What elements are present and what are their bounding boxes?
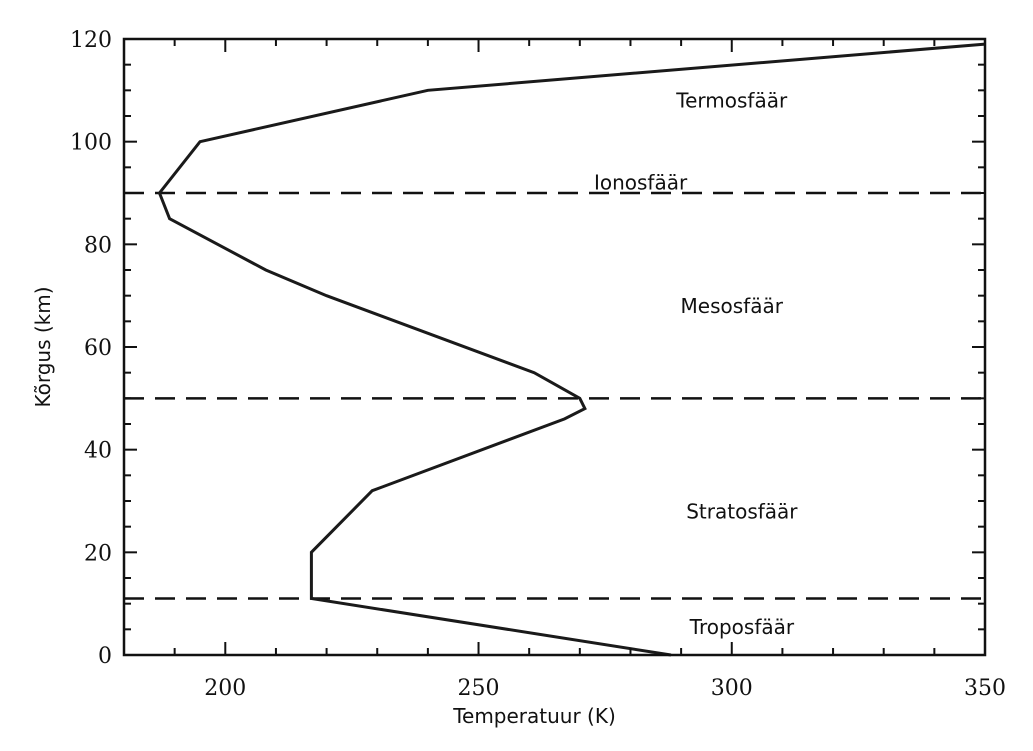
y-tick-label: 20 xyxy=(84,541,112,566)
y-axis-title: Kõrgus (km) xyxy=(31,286,55,407)
layer-label-3: Stratosfäär xyxy=(686,499,798,523)
plot-frame xyxy=(122,37,987,657)
y-tick-label: 40 xyxy=(84,439,112,464)
x-tick-label: 350 xyxy=(964,676,1006,701)
layer-label-2: Mesosfäär xyxy=(681,294,784,318)
y-tick-label: 60 xyxy=(84,336,112,361)
temperature-line-0 xyxy=(157,42,986,657)
y-tick-label: 120 xyxy=(70,28,112,53)
layer-label-0: Termosfäär xyxy=(675,89,788,113)
y-tick-label: 0 xyxy=(98,644,112,669)
x-axis-title: Temperatuur (K) xyxy=(452,704,616,728)
layer-label-1: Ionosfäär xyxy=(594,171,688,195)
layer-label-4: Troposfäär xyxy=(689,615,795,639)
x-tick-label: 250 xyxy=(458,676,500,701)
y-tick-label: 80 xyxy=(84,233,112,258)
x-tick-label: 300 xyxy=(711,676,753,701)
x-tick-label: 200 xyxy=(204,676,246,701)
y-tick-label: 100 xyxy=(70,131,112,156)
